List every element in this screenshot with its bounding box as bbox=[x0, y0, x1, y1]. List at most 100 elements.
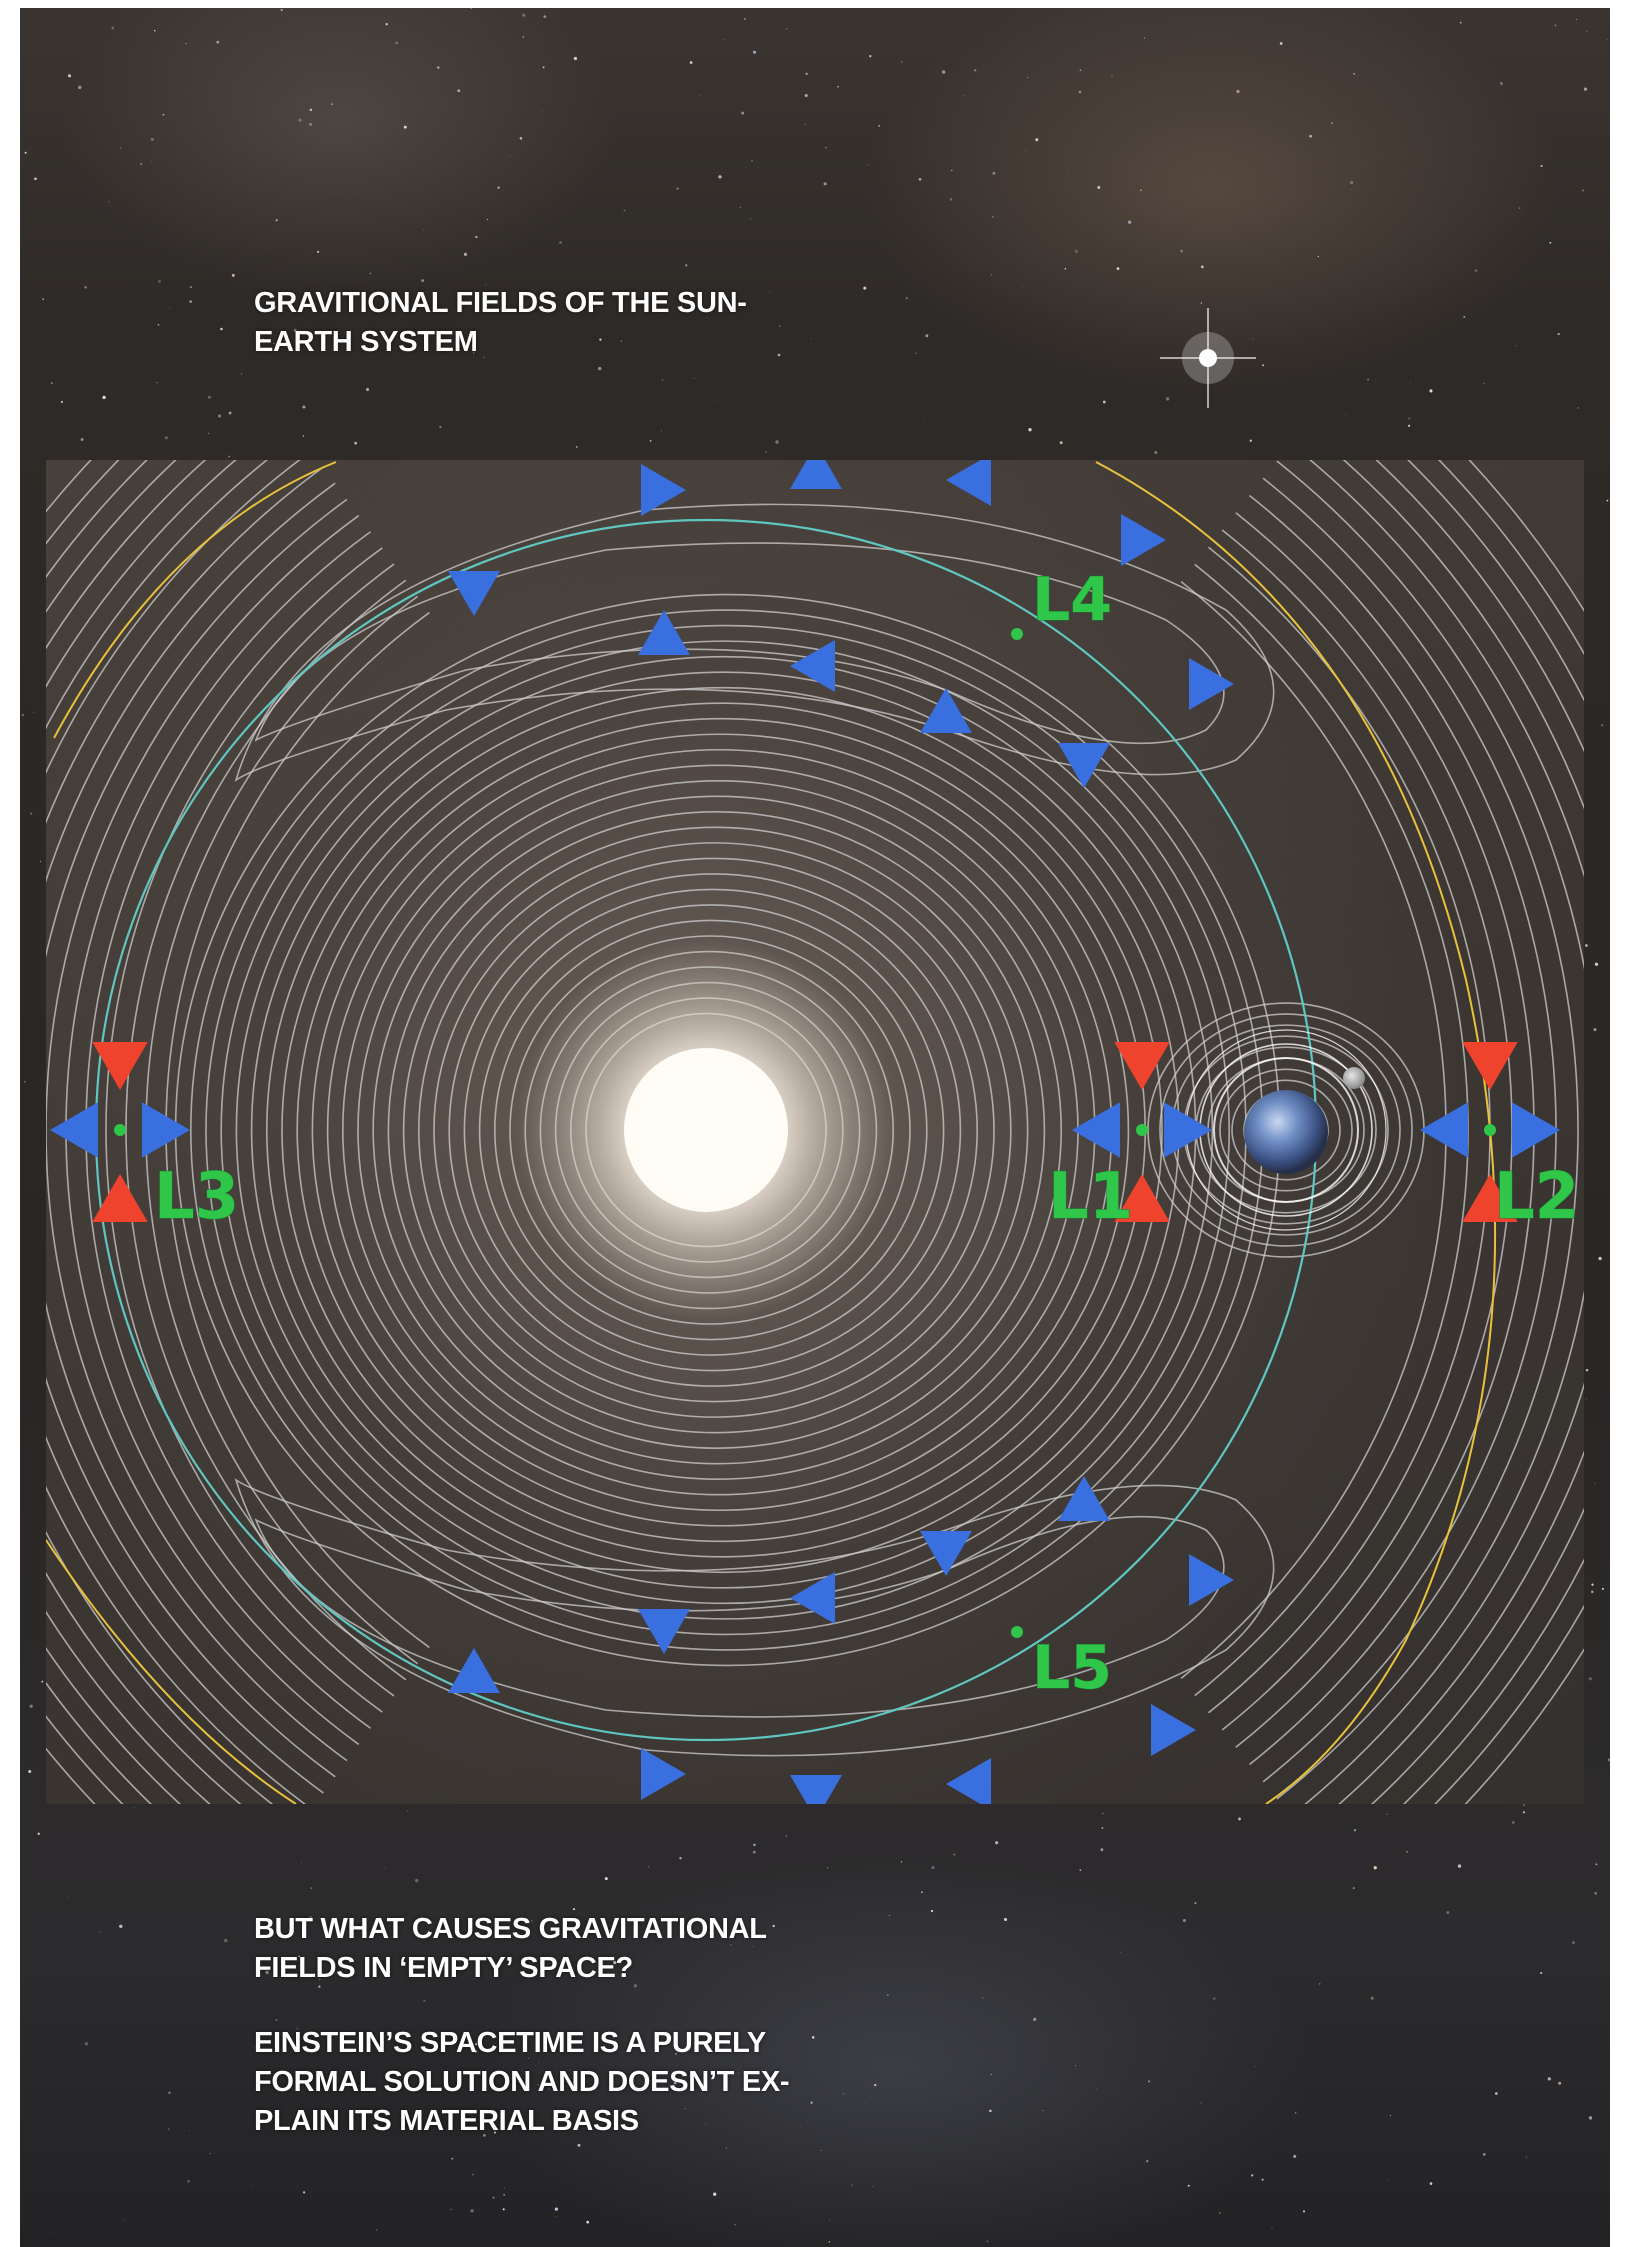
star bbox=[685, 264, 688, 267]
star bbox=[1463, 315, 1466, 318]
star bbox=[474, 2050, 478, 2053]
star bbox=[503, 2186, 505, 2189]
star bbox=[837, 85, 839, 88]
contour-line bbox=[281, 702, 1163, 1558]
blue-arrow-icon bbox=[641, 464, 686, 516]
star bbox=[1494, 2092, 1498, 2095]
star bbox=[1293, 2154, 1297, 2158]
star bbox=[648, 1866, 650, 1868]
star bbox=[718, 175, 722, 179]
star bbox=[1060, 24, 1061, 26]
star bbox=[777, 353, 781, 357]
red-arrow-icon bbox=[92, 1042, 148, 1090]
star bbox=[1079, 1869, 1082, 1871]
star bbox=[775, 440, 779, 444]
star bbox=[738, 2072, 739, 2073]
star bbox=[1607, 39, 1609, 41]
star bbox=[317, 250, 320, 253]
star bbox=[470, 8, 473, 10]
star bbox=[887, 1994, 889, 1996]
star bbox=[1594, 1891, 1598, 1895]
star bbox=[573, 56, 578, 61]
star bbox=[228, 455, 230, 458]
star bbox=[1483, 2153, 1486, 2156]
contour-line bbox=[254, 1515, 1225, 1718]
blue-arrow-icon bbox=[641, 1748, 686, 1800]
star bbox=[1459, 21, 1462, 24]
page-canvas: L1 L2 L3 L4 L5 GRAVITIONAL FIELDS OF THE… bbox=[20, 8, 1610, 2247]
star bbox=[288, 1929, 290, 1931]
star bbox=[42, 298, 44, 300]
star bbox=[1236, 89, 1240, 94]
star bbox=[463, 252, 468, 256]
star bbox=[1249, 439, 1252, 442]
star bbox=[1595, 1863, 1598, 1866]
star bbox=[102, 395, 106, 400]
star bbox=[827, 1867, 829, 1869]
star bbox=[705, 317, 707, 318]
star bbox=[407, 1810, 409, 1812]
contour-line bbox=[234, 1478, 1275, 1757]
contour-line bbox=[417, 842, 1012, 1418]
star bbox=[151, 160, 153, 162]
blue-arrow-icon bbox=[638, 1609, 690, 1654]
star bbox=[108, 201, 110, 203]
star bbox=[804, 93, 808, 98]
contour-line bbox=[46, 460, 153, 1804]
red-arrow-icon bbox=[1462, 1174, 1518, 1222]
star bbox=[1027, 77, 1029, 78]
star bbox=[1429, 2182, 1433, 2185]
star bbox=[439, 425, 442, 429]
star bbox=[559, 241, 562, 244]
star bbox=[1585, 1398, 1587, 1400]
contour-line bbox=[1231, 1079, 1341, 1181]
star bbox=[1078, 90, 1082, 94]
star bbox=[451, 2157, 454, 2160]
star bbox=[620, 340, 623, 342]
star bbox=[293, 328, 297, 332]
star bbox=[1522, 1811, 1525, 1814]
star bbox=[365, 387, 370, 392]
red-arrow-icon bbox=[1462, 1042, 1518, 1090]
star bbox=[963, 94, 965, 96]
star bbox=[713, 2192, 717, 2196]
contour-line bbox=[1338, 460, 1584, 1804]
blue-arrow-icon bbox=[1189, 1554, 1234, 1606]
star bbox=[470, 2209, 474, 2213]
star bbox=[1079, 69, 1082, 72]
blue-arrow-icon bbox=[920, 1531, 972, 1576]
contour-line bbox=[1276, 460, 1584, 1800]
star bbox=[1601, 1587, 1604, 1590]
star bbox=[675, 2038, 677, 2040]
blue-arrow-icon bbox=[946, 460, 991, 506]
star bbox=[168, 2091, 171, 2095]
star bbox=[867, 164, 869, 166]
contour-line bbox=[402, 826, 1029, 1434]
blue-arrow-icon bbox=[790, 460, 842, 489]
star bbox=[632, 2035, 636, 2038]
star bbox=[189, 2130, 191, 2131]
star bbox=[1146, 2160, 1149, 2163]
star bbox=[1577, 406, 1579, 409]
star bbox=[275, 2019, 278, 2022]
star bbox=[302, 405, 306, 409]
star bbox=[538, 2062, 540, 2064]
star bbox=[1583, 87, 1588, 91]
star bbox=[569, 2082, 571, 2084]
contour-line bbox=[509, 935, 911, 1325]
contour-line bbox=[46, 466, 324, 1794]
star bbox=[1389, 2114, 1392, 2117]
blue-arrow-icon bbox=[1420, 1102, 1468, 1158]
l4-label: L4 bbox=[1032, 565, 1112, 635]
star bbox=[1101, 1827, 1104, 1829]
bright-star bbox=[1160, 308, 1256, 408]
star bbox=[1591, 1583, 1594, 1586]
star bbox=[1028, 428, 1032, 432]
page-title: GRAVITIONAL FIELDS OF THE SUN- EARTH SYS… bbox=[254, 287, 747, 358]
star bbox=[970, 244, 972, 245]
star bbox=[805, 72, 808, 75]
star bbox=[265, 1970, 269, 1974]
l2-label: L2 bbox=[1494, 1160, 1579, 1234]
contour-line bbox=[372, 795, 1063, 1465]
star bbox=[300, 1861, 302, 1863]
